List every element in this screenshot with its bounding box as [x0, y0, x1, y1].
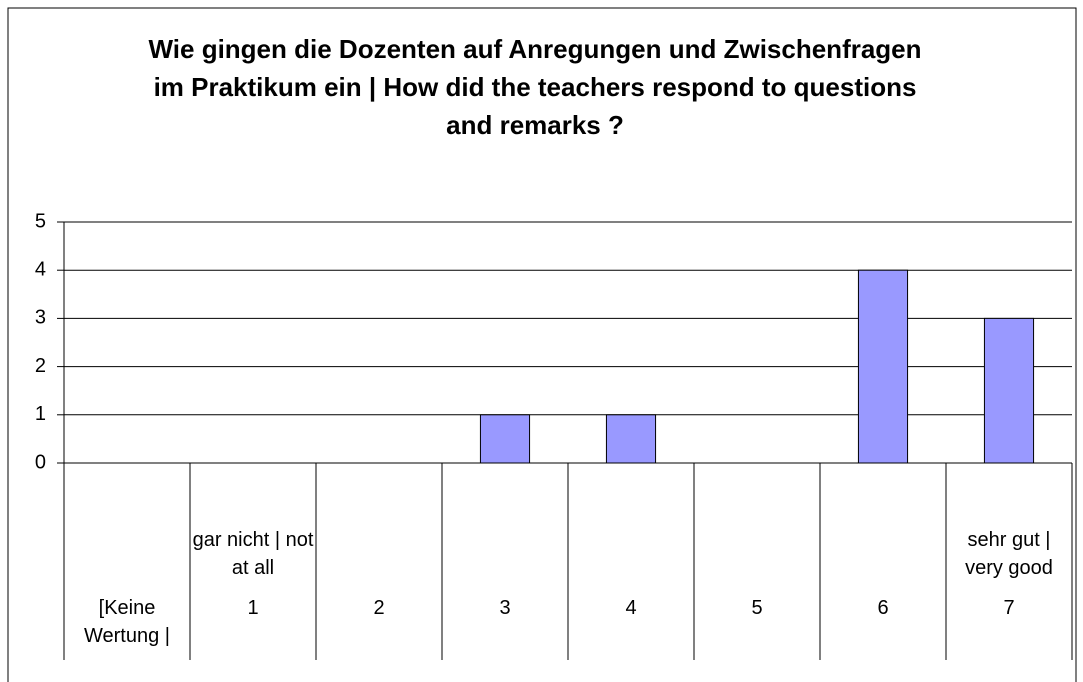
x-tick-label: 6: [877, 597, 889, 619]
bar: [605, 414, 657, 464]
x-tick-label-box: 7: [1003, 597, 1015, 619]
chart-title-box: Wie gingen die Dozenten auf Anregungen u…: [148, 34, 922, 140]
x-tick-label: 7: [1003, 597, 1015, 619]
x-tick-label-box: 2: [373, 597, 385, 619]
y-tick-label: 0: [35, 451, 46, 473]
bar: [983, 317, 1035, 464]
x-tick-note: gar nicht | not at all: [192, 529, 314, 579]
x-tick-label: 1: [247, 597, 259, 619]
x-tick-label: [Keine Wertung |: [84, 597, 170, 647]
x-tick-label: 3: [499, 597, 511, 619]
y-tick-label: 1: [35, 403, 46, 425]
y-tick-label: 4: [35, 258, 46, 280]
x-tick-label-box: 3: [499, 597, 511, 619]
x-tick-label-box: 6: [877, 597, 889, 619]
x-tick-label: 5: [751, 597, 763, 619]
x-tick-note-box: sehr gut | very good: [965, 529, 1053, 579]
chart-border: [7, 7, 1077, 682]
x-tick-note: sehr gut | very good: [965, 529, 1053, 579]
y-tick-label: 2: [35, 355, 46, 377]
x-tick-label-box: 1: [247, 597, 259, 619]
x-tick-note-box: gar nicht | not at all: [192, 529, 314, 579]
y-tick-label: 5: [35, 210, 46, 232]
x-tick-label: 2: [373, 597, 385, 619]
x-tick-label-box: 4: [625, 597, 637, 619]
bar: [857, 269, 909, 464]
y-tick-label: 3: [35, 307, 46, 329]
bar: [479, 414, 531, 464]
x-tick-label: 4: [625, 597, 637, 619]
x-tick-label-box: 5: [751, 597, 763, 619]
x-tick-label-box: [Keine Wertung |: [84, 597, 170, 647]
chart-title: Wie gingen die Dozenten auf Anregungen u…: [148, 34, 922, 140]
